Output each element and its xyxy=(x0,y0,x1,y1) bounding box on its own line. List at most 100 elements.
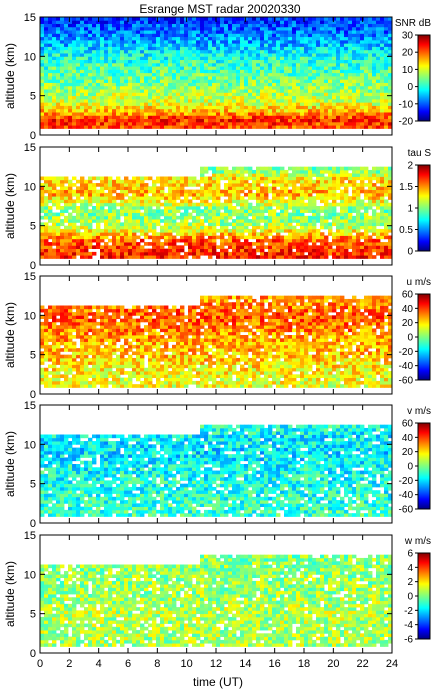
heatmap-cell xyxy=(204,20,209,24)
heatmap-cell xyxy=(332,219,337,223)
heatmap-cell xyxy=(324,179,329,184)
heatmap-cell xyxy=(64,121,69,126)
heatmap-cell xyxy=(160,66,165,70)
heatmap-cell xyxy=(272,215,277,220)
heatmap-cell xyxy=(344,30,349,34)
heatmap-cell xyxy=(344,49,349,54)
heatmap-cell xyxy=(344,121,349,126)
heatmap-cell xyxy=(100,56,105,61)
heatmap-cell xyxy=(384,20,389,24)
heatmap-cell xyxy=(216,108,221,113)
heatmap-cell xyxy=(84,112,89,116)
heatmap-cell xyxy=(308,92,313,97)
heatmap-cell xyxy=(104,62,109,67)
heatmap-cell xyxy=(120,105,125,110)
heatmap-cell xyxy=(320,69,325,74)
heatmap-cell xyxy=(236,56,241,61)
heatmap-cell xyxy=(156,72,161,77)
heatmap-cell xyxy=(72,102,77,106)
heatmap-cell xyxy=(292,30,297,34)
heatmap-cell xyxy=(252,20,257,24)
heatmap-cell xyxy=(164,39,169,44)
heatmap-cell xyxy=(372,196,377,200)
heatmap-cell xyxy=(308,186,313,191)
heatmap-cell xyxy=(360,95,365,100)
heatmap-cell xyxy=(136,53,141,57)
heatmap-cell xyxy=(140,215,145,220)
heatmap-cell xyxy=(212,39,217,44)
heatmap-cell xyxy=(192,105,197,110)
heatmap-cell xyxy=(120,62,125,67)
heatmap-cell xyxy=(140,23,145,28)
heatmap-cell xyxy=(64,59,69,64)
heatmap-cell xyxy=(372,199,377,204)
heatmap-cell xyxy=(136,125,141,129)
heatmap-cell xyxy=(160,23,165,28)
heatmap-cell xyxy=(280,108,285,113)
heatmap-cell xyxy=(328,69,333,74)
heatmap-cell xyxy=(212,245,217,250)
heatmap-cell xyxy=(300,255,305,259)
heatmap-cell xyxy=(152,89,157,93)
heatmap-cell xyxy=(280,125,285,129)
heatmap-cell xyxy=(116,46,121,51)
heatmap-cell xyxy=(344,186,349,191)
heatmap-cell xyxy=(240,76,245,80)
heatmap-cell xyxy=(360,183,365,187)
heatmap-cell xyxy=(376,238,381,243)
heatmap-cell xyxy=(272,112,277,116)
heatmap-cell xyxy=(88,26,93,31)
heatmap-cell xyxy=(112,105,117,110)
heatmap-cell xyxy=(136,219,141,223)
heatmap-cell xyxy=(336,238,341,243)
heatmap-cell xyxy=(152,215,157,220)
heatmap-cell xyxy=(220,30,225,34)
heatmap-cell xyxy=(92,39,97,44)
heatmap-cell xyxy=(84,251,89,256)
heatmap-cell xyxy=(260,76,265,80)
heatmap-cell xyxy=(204,228,209,233)
heatmap-cell xyxy=(116,79,121,83)
heatmap-cell xyxy=(96,82,101,87)
heatmap-cell xyxy=(108,30,113,34)
heatmap-cell xyxy=(276,23,281,28)
heatmap-cell xyxy=(40,196,45,200)
heatmap-cell xyxy=(212,202,217,207)
heatmap-cell xyxy=(360,98,365,103)
heatmap-cell xyxy=(140,255,145,259)
heatmap-cell xyxy=(284,79,289,83)
heatmap-cell xyxy=(132,23,137,28)
heatmap-cell xyxy=(272,255,277,259)
heatmap-cell xyxy=(344,112,349,116)
heatmap-cell xyxy=(332,17,337,21)
heatmap-cell xyxy=(284,238,289,243)
heatmap-cell xyxy=(240,95,245,100)
heatmap-cell xyxy=(352,245,357,250)
heatmap-cell xyxy=(336,255,341,259)
heatmap-cell xyxy=(120,183,125,187)
heatmap-cell xyxy=(388,98,393,103)
heatmap-cell xyxy=(156,121,161,126)
heatmap-cell xyxy=(192,46,197,51)
heatmap-cell xyxy=(240,33,245,38)
heatmap-cell xyxy=(208,215,213,220)
heatmap-cell xyxy=(172,56,177,61)
heatmap-cell xyxy=(208,108,213,113)
heatmap-cell xyxy=(384,72,389,77)
heatmap-cell xyxy=(44,95,49,100)
heatmap-cell xyxy=(124,43,129,47)
heatmap-cell xyxy=(76,209,81,213)
heatmap-cell xyxy=(332,108,337,113)
heatmap-cell xyxy=(364,176,369,181)
heatmap-cell xyxy=(320,36,325,41)
heatmap-cell xyxy=(224,72,229,77)
heatmap-cell xyxy=(312,66,317,70)
heatmap-cell xyxy=(228,125,233,129)
heatmap-cell xyxy=(96,69,101,74)
heatmap-cell xyxy=(188,53,193,57)
heatmap-cell xyxy=(368,56,373,61)
heatmap-cell xyxy=(264,72,269,77)
heatmap-cell xyxy=(200,248,205,253)
heatmap-cell xyxy=(92,189,97,194)
heatmap-cell xyxy=(312,105,317,110)
